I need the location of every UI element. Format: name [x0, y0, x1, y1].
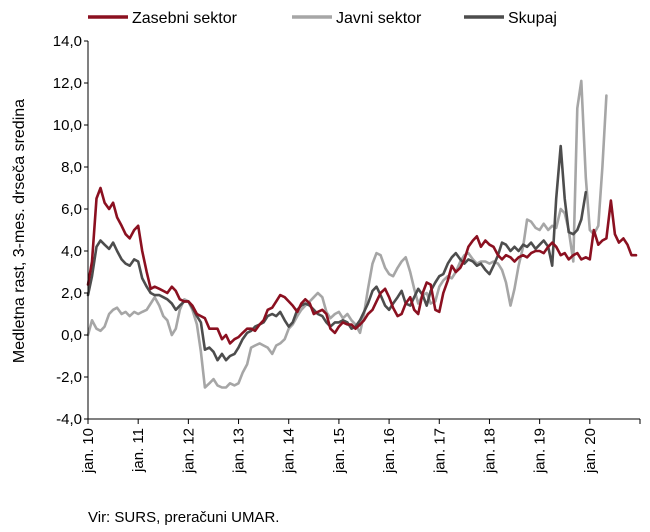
x-tick-label: jan. 13 — [231, 428, 248, 474]
x-tick-label: jan. 11 — [130, 428, 147, 473]
x-tick-label: jan. 15 — [331, 428, 348, 474]
y-tick-label: 12,0 — [53, 75, 82, 92]
series-line-javni-sektor — [86, 79, 608, 389]
y-tick-label: -2,0 — [56, 369, 82, 386]
y-tick-label: 14,0 — [53, 33, 82, 50]
x-tick-label: jan. 19 — [532, 428, 549, 474]
y-tick-label: -4,0 — [56, 411, 82, 428]
series-line-skupaj — [86, 144, 588, 362]
x-tick-label: jan. 10 — [80, 428, 97, 474]
legend-label: Zasebni sektor — [132, 10, 238, 27]
x-tick-label: jan. 12 — [180, 428, 197, 474]
x-tick-label: jan. 18 — [481, 428, 498, 474]
x-tick-label: jan. 17 — [431, 428, 448, 474]
x-tick-label: jan. 16 — [381, 428, 398, 474]
y-tick-label: 2,0 — [61, 285, 82, 302]
y-axis-title: Medletna rast, 3-mes. drseča sredina — [11, 99, 28, 363]
series-layer — [86, 79, 638, 389]
axes-layer: 14,012,010,08,06,04,02,00,0-2,0-4,0jan. … — [53, 33, 641, 474]
x-tick-label: jan. 14 — [281, 428, 298, 474]
y-tick-label: 10,0 — [53, 117, 82, 134]
legend-label: Javni sektor — [336, 10, 422, 27]
y-tick-label: 4,0 — [61, 243, 82, 260]
x-tick-label: jan. 20 — [582, 428, 599, 474]
y-tick-label: 6,0 — [61, 201, 82, 218]
y-tick-label: 8,0 — [61, 159, 82, 176]
legend-label: Skupaj — [508, 10, 557, 27]
legend: Zasebni sektor Javni sektor Skupaj — [88, 10, 557, 27]
y-tick-label: 0,0 — [61, 327, 82, 344]
source-note: Vir: SURS, preračuni UMAR. — [88, 509, 279, 526]
series-line-zasebni-sektor — [86, 186, 638, 345]
